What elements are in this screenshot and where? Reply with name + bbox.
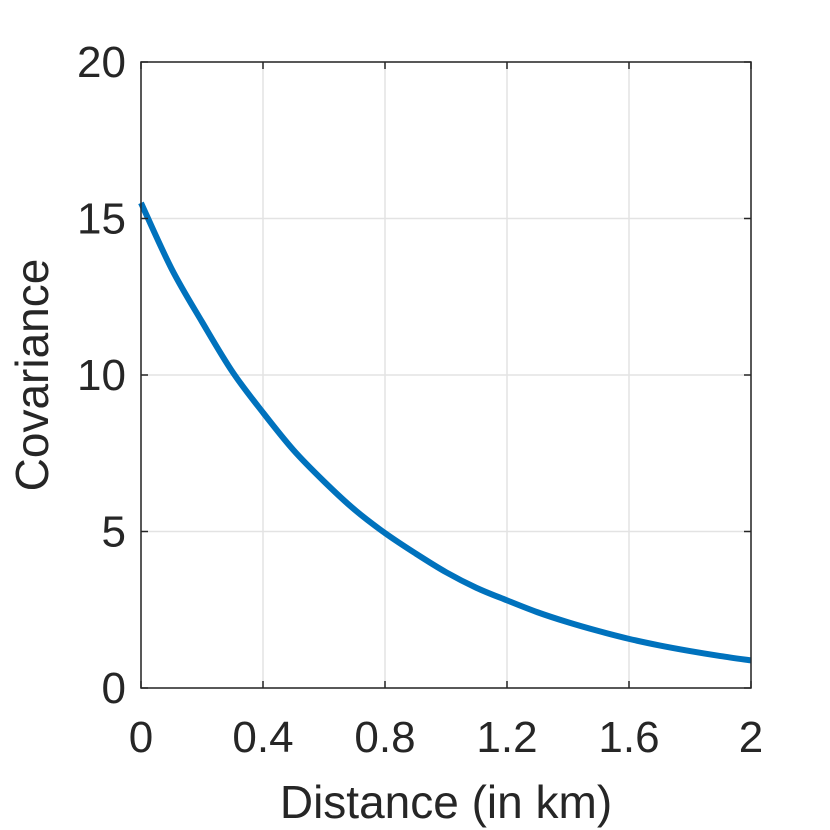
x-tick-label: 0 xyxy=(129,713,153,762)
x-tick-label: 2 xyxy=(739,713,763,762)
x-tick-labels: 0 0.4 0.8 1.2 1.6 2 xyxy=(129,713,763,762)
y-tick-label: 15 xyxy=(77,195,126,244)
y-tick-label: 10 xyxy=(77,351,126,400)
y-tick-label: 20 xyxy=(77,38,126,87)
x-tick-label: 1.2 xyxy=(476,713,537,762)
tick-marks xyxy=(140,61,752,689)
x-tick-label: 1.6 xyxy=(598,713,659,762)
x-axis-label: Distance (in km) xyxy=(280,776,612,828)
y-tick-labels: 0 5 10 15 20 xyxy=(77,38,126,713)
y-tick-label: 0 xyxy=(102,664,126,713)
x-tick-label: 0.8 xyxy=(354,713,415,762)
y-axis-label: Covariance xyxy=(6,259,58,492)
series-curves xyxy=(138,201,752,664)
x-tick-label: 0.4 xyxy=(232,713,293,762)
covariance-line xyxy=(138,201,752,664)
y-tick-label: 5 xyxy=(102,508,126,557)
